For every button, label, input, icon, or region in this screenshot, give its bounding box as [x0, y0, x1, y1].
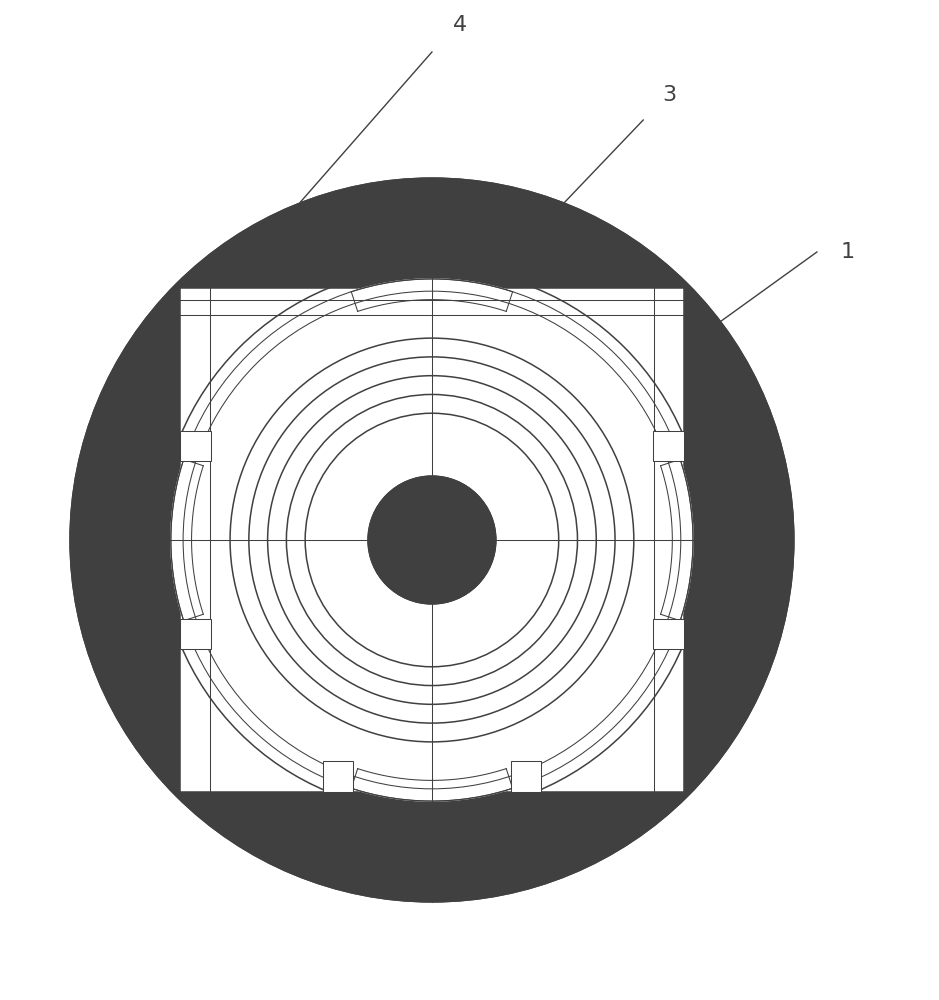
- Circle shape: [70, 178, 793, 902]
- Polygon shape: [171, 459, 204, 621]
- Bar: [511, 761, 541, 792]
- Circle shape: [406, 514, 458, 566]
- Text: 1: 1: [840, 242, 854, 262]
- Text: 3: 3: [662, 85, 676, 105]
- Text: 4: 4: [453, 15, 468, 35]
- Circle shape: [415, 523, 449, 557]
- Polygon shape: [351, 279, 513, 311]
- Bar: [180, 619, 210, 649]
- Bar: [323, 761, 353, 792]
- Bar: [180, 431, 210, 461]
- Circle shape: [368, 476, 496, 604]
- Bar: [654, 619, 684, 649]
- Bar: [180, 288, 684, 792]
- Bar: [654, 431, 684, 461]
- Polygon shape: [351, 769, 513, 801]
- Polygon shape: [660, 459, 693, 621]
